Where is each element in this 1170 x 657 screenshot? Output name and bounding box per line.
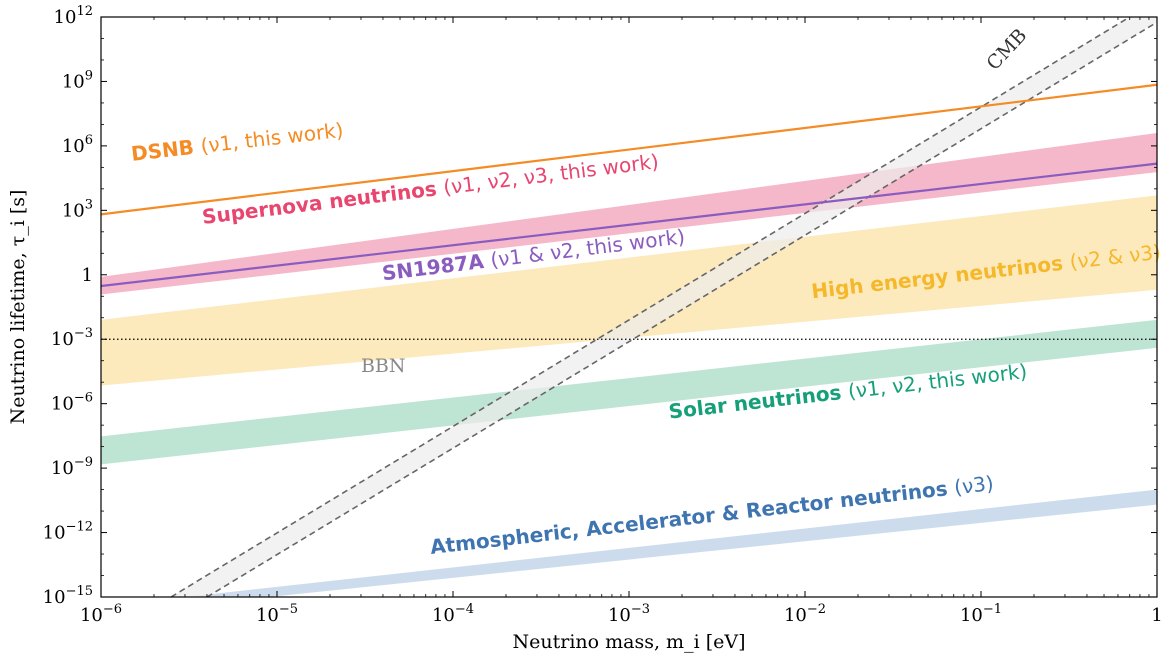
x-tick-label: 10−2 (784, 602, 826, 626)
cmb-label: CMB (983, 25, 1032, 75)
cmb-boundary-line-2 (206, 21, 1157, 597)
line-dsnb (101, 83, 1157, 216)
y-tick-label: 109 (62, 68, 93, 92)
x-tick-label: 10−6 (80, 602, 122, 626)
y-tick-label: 1 (82, 265, 93, 286)
y-axis-label: Neutrino lifetime, τ_i [s] (7, 190, 29, 425)
plot-area (101, 17, 1157, 597)
y-tick-label: 10−15 (43, 584, 93, 608)
band-cmb (171, 17, 1157, 597)
bbn-label: BBN (361, 355, 406, 377)
x-axis-label: Neutrino mass, m_i [eV] (513, 631, 746, 653)
y-tick-label: 10−9 (51, 455, 93, 479)
x-tick-label: 10−4 (432, 602, 474, 626)
label-dsnb: DSNB (ν1, this work) (130, 118, 345, 166)
y-tick-label: 106 (62, 133, 93, 157)
x-tick-label: 10−5 (256, 602, 298, 626)
cmb-boundary-line-1 (170, 17, 1131, 597)
y-tick-label: 1012 (54, 4, 93, 28)
band-solar-neutrinos (101, 319, 1157, 465)
x-tick-label: 10−3 (608, 602, 650, 626)
y-tick-label: 10−3 (51, 326, 93, 350)
x-tick-label: 1 (1151, 605, 1162, 626)
band-high-energy-neutrinos (101, 195, 1157, 386)
plot-frame (100, 16, 1158, 598)
y-tick-label: 10−6 (51, 391, 93, 415)
line-sn1987a (101, 162, 1157, 288)
y-tick-label: 103 (62, 197, 93, 221)
band-atmospheric-accelerator-reactor-neutrinos (184, 489, 1157, 597)
y-tick-label: 10−12 (43, 520, 93, 544)
x-tick-label: 10−1 (960, 602, 1002, 626)
